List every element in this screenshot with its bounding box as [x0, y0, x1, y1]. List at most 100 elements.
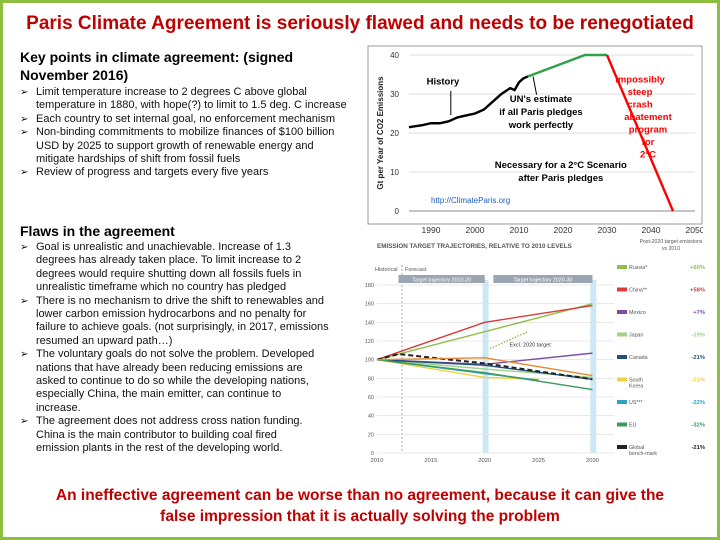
flaw-item: The agreement does not address cross nat…	[20, 415, 355, 455]
flaws-list: Goal is unrealistic and unachievable. In…	[20, 241, 355, 456]
chart2-y-tick-label: 0	[371, 451, 374, 457]
chart2-legend-header: Post-2020 target emissions	[640, 239, 703, 245]
chart2-x-tick-label: 2025	[532, 458, 545, 464]
chart2-legend-value: +58%	[690, 288, 705, 294]
chart2-legend-name: Korea	[629, 384, 643, 390]
chart1-series-line	[605, 54, 675, 212]
chart1-crash-label: program	[629, 124, 668, 135]
chart1-estimate-arrow	[532, 76, 538, 95]
chart2-y-tick-label: 40	[368, 414, 374, 420]
chart2-y-tick-label: 160	[365, 302, 374, 308]
chart2-legend-swatch	[617, 287, 627, 292]
flaw-item-line: The agreement does not address cross nat…	[36, 415, 303, 428]
key-point-item: Each country to set internal goal, no en…	[20, 112, 365, 127]
flaw-item-line: nations that have already been reducing …	[36, 361, 303, 374]
key-point-item-line: Limit temperature increase to 2 degrees …	[36, 86, 307, 98]
chart2-series-line	[376, 358, 593, 380]
chart2-legend-name: Mexico	[629, 310, 646, 316]
chart2-band-2030	[590, 280, 597, 453]
chart2-legend-name: bench-mark	[629, 451, 657, 457]
chart2-legend-header: vs 2010	[662, 246, 680, 252]
chart2-x-tick-label: 2015	[424, 458, 437, 464]
chart2-legend-name: US***	[629, 400, 643, 406]
chart2-series-line	[376, 358, 593, 391]
chart1-y-axis-label: Gt per Year of CO2 Emissions	[376, 76, 385, 190]
chart2-y-tick-label: 120	[365, 339, 374, 345]
chart2-excl-dotted	[489, 331, 529, 350]
flaw-item-line: failure to achieve goals. (not surprisin…	[36, 321, 329, 334]
chart1-y-tick-label: 0	[395, 207, 400, 216]
flaw-item: There is no mechanism to drive the shift…	[20, 295, 355, 349]
key-point-item-line: Each country to set internal goal, no en…	[36, 112, 335, 125]
footer-statement: An ineffective agreement can be worse th…	[23, 485, 697, 527]
chart1-x-tick-label: 2030	[598, 225, 617, 235]
flaw-item-line: unrealistic timeframe which no country h…	[36, 281, 287, 294]
footer-line2: false impression that it is actually sol…	[160, 508, 560, 525]
chart1-crash-label: steep	[628, 87, 653, 98]
key-point-item-line: temperature in 1880, with hope(?) to lim…	[36, 99, 347, 112]
chart2-target-bar-1	[398, 275, 485, 283]
flaw-item-line: Goal is unrealistic and unachievable. In…	[36, 241, 291, 253]
chart2-y-tick-label: 100	[365, 358, 374, 364]
flaw-item-line: asked to continue to do so while the dev…	[36, 375, 309, 388]
chart2-legend-name: Japan	[629, 333, 643, 339]
flaw-item-line: increase.	[36, 401, 81, 414]
chart2-target-label-1: Target trajectory 2010-20	[412, 278, 471, 284]
chart2-legend-value: -32%	[691, 423, 705, 429]
key-points-heading-line2: November 2016)	[20, 67, 129, 83]
chart1-y-tick-label: 30	[390, 90, 399, 99]
chart2-historical-label: Historical	[375, 267, 398, 273]
chart2-legend-swatch	[617, 400, 627, 404]
chart1-scenario-label: after Paris pledges	[518, 173, 603, 184]
chart1-estimate-label: if all Paris pledges	[499, 107, 582, 118]
chart2-legend-swatch	[617, 422, 627, 427]
chart2-series-line	[376, 304, 593, 361]
chart1-crash-label: abatement	[624, 112, 672, 123]
key-points-list: Limit temperature increase to 2 degrees …	[20, 86, 365, 180]
chart1-y-tick-label: 40	[390, 51, 399, 60]
chart2-y-tick-label: 60	[368, 395, 374, 401]
chart1-crash-label: for	[642, 137, 655, 148]
flaw-item: The voluntary goals do not solve the pro…	[20, 348, 355, 415]
chart2-legend-name: EU	[629, 423, 637, 429]
chart1-x-tick-label: 2050	[686, 225, 703, 235]
chart1-x-tick-label: 2000	[466, 225, 485, 235]
flaw-item-line: degrees has already taken place. To limi…	[36, 254, 302, 267]
chart1-estimate-label: UN's estimate	[510, 94, 572, 105]
chart2-title: EMISSION TARGET TRAJECTORIES, RELATIVE T…	[377, 243, 572, 250]
chart2-legend-swatch	[617, 265, 627, 269]
chart2-legend-name: Russia*	[629, 265, 647, 271]
chart2-legend-name: South	[629, 378, 643, 384]
chart2-legend-swatch	[617, 445, 627, 449]
chart1-crash-label: crash	[627, 99, 653, 110]
flaw-item-line: especially China, the main emitter, can …	[36, 388, 282, 401]
chart1-series-line	[408, 75, 529, 129]
chart2-target-label-2: Target trajectory 2020-30	[513, 278, 572, 284]
key-point-item-line: Review of progress and targets every fiv…	[36, 166, 269, 179]
chart1-crash-label: 2°C	[640, 149, 656, 160]
chart1-series-line	[527, 53, 607, 78]
chart2-x-tick-label: 2010	[371, 458, 384, 464]
flaw-item-line: resumed an upward path…)	[36, 334, 173, 347]
key-point-item-line: Non-binding commitments to mobilize fina…	[36, 126, 335, 139]
chart2-legend-value: +60%	[690, 265, 705, 271]
chart2-legend-value: -19%	[691, 333, 705, 339]
chart1-x-tick-label: 2020	[554, 225, 573, 235]
chart1-y-tick-label: 10	[390, 168, 399, 177]
chart1-estimate-label: work perfectly	[508, 120, 574, 131]
flaw-item-line: The voluntary goals do not solve the pro…	[36, 348, 315, 361]
chart2-target-bar-2	[493, 275, 593, 283]
chart2-legend-swatch	[617, 355, 627, 359]
chart2-legend-swatch	[617, 332, 627, 337]
chart2-legend-name: China**	[629, 288, 647, 294]
key-point-item-line: USD by 2025 to support growth of renewab…	[36, 139, 314, 152]
chart2-legend-value: -21%	[691, 355, 705, 361]
chart2-x-tick-label: 2020	[478, 458, 491, 464]
chart2-legend-swatch	[617, 310, 627, 314]
chart2-series-line	[376, 357, 593, 377]
chart2-legend-swatch	[617, 377, 627, 382]
chart2-y-tick-label: 20	[368, 432, 374, 438]
chart2-y-tick-label: 140	[365, 320, 374, 326]
